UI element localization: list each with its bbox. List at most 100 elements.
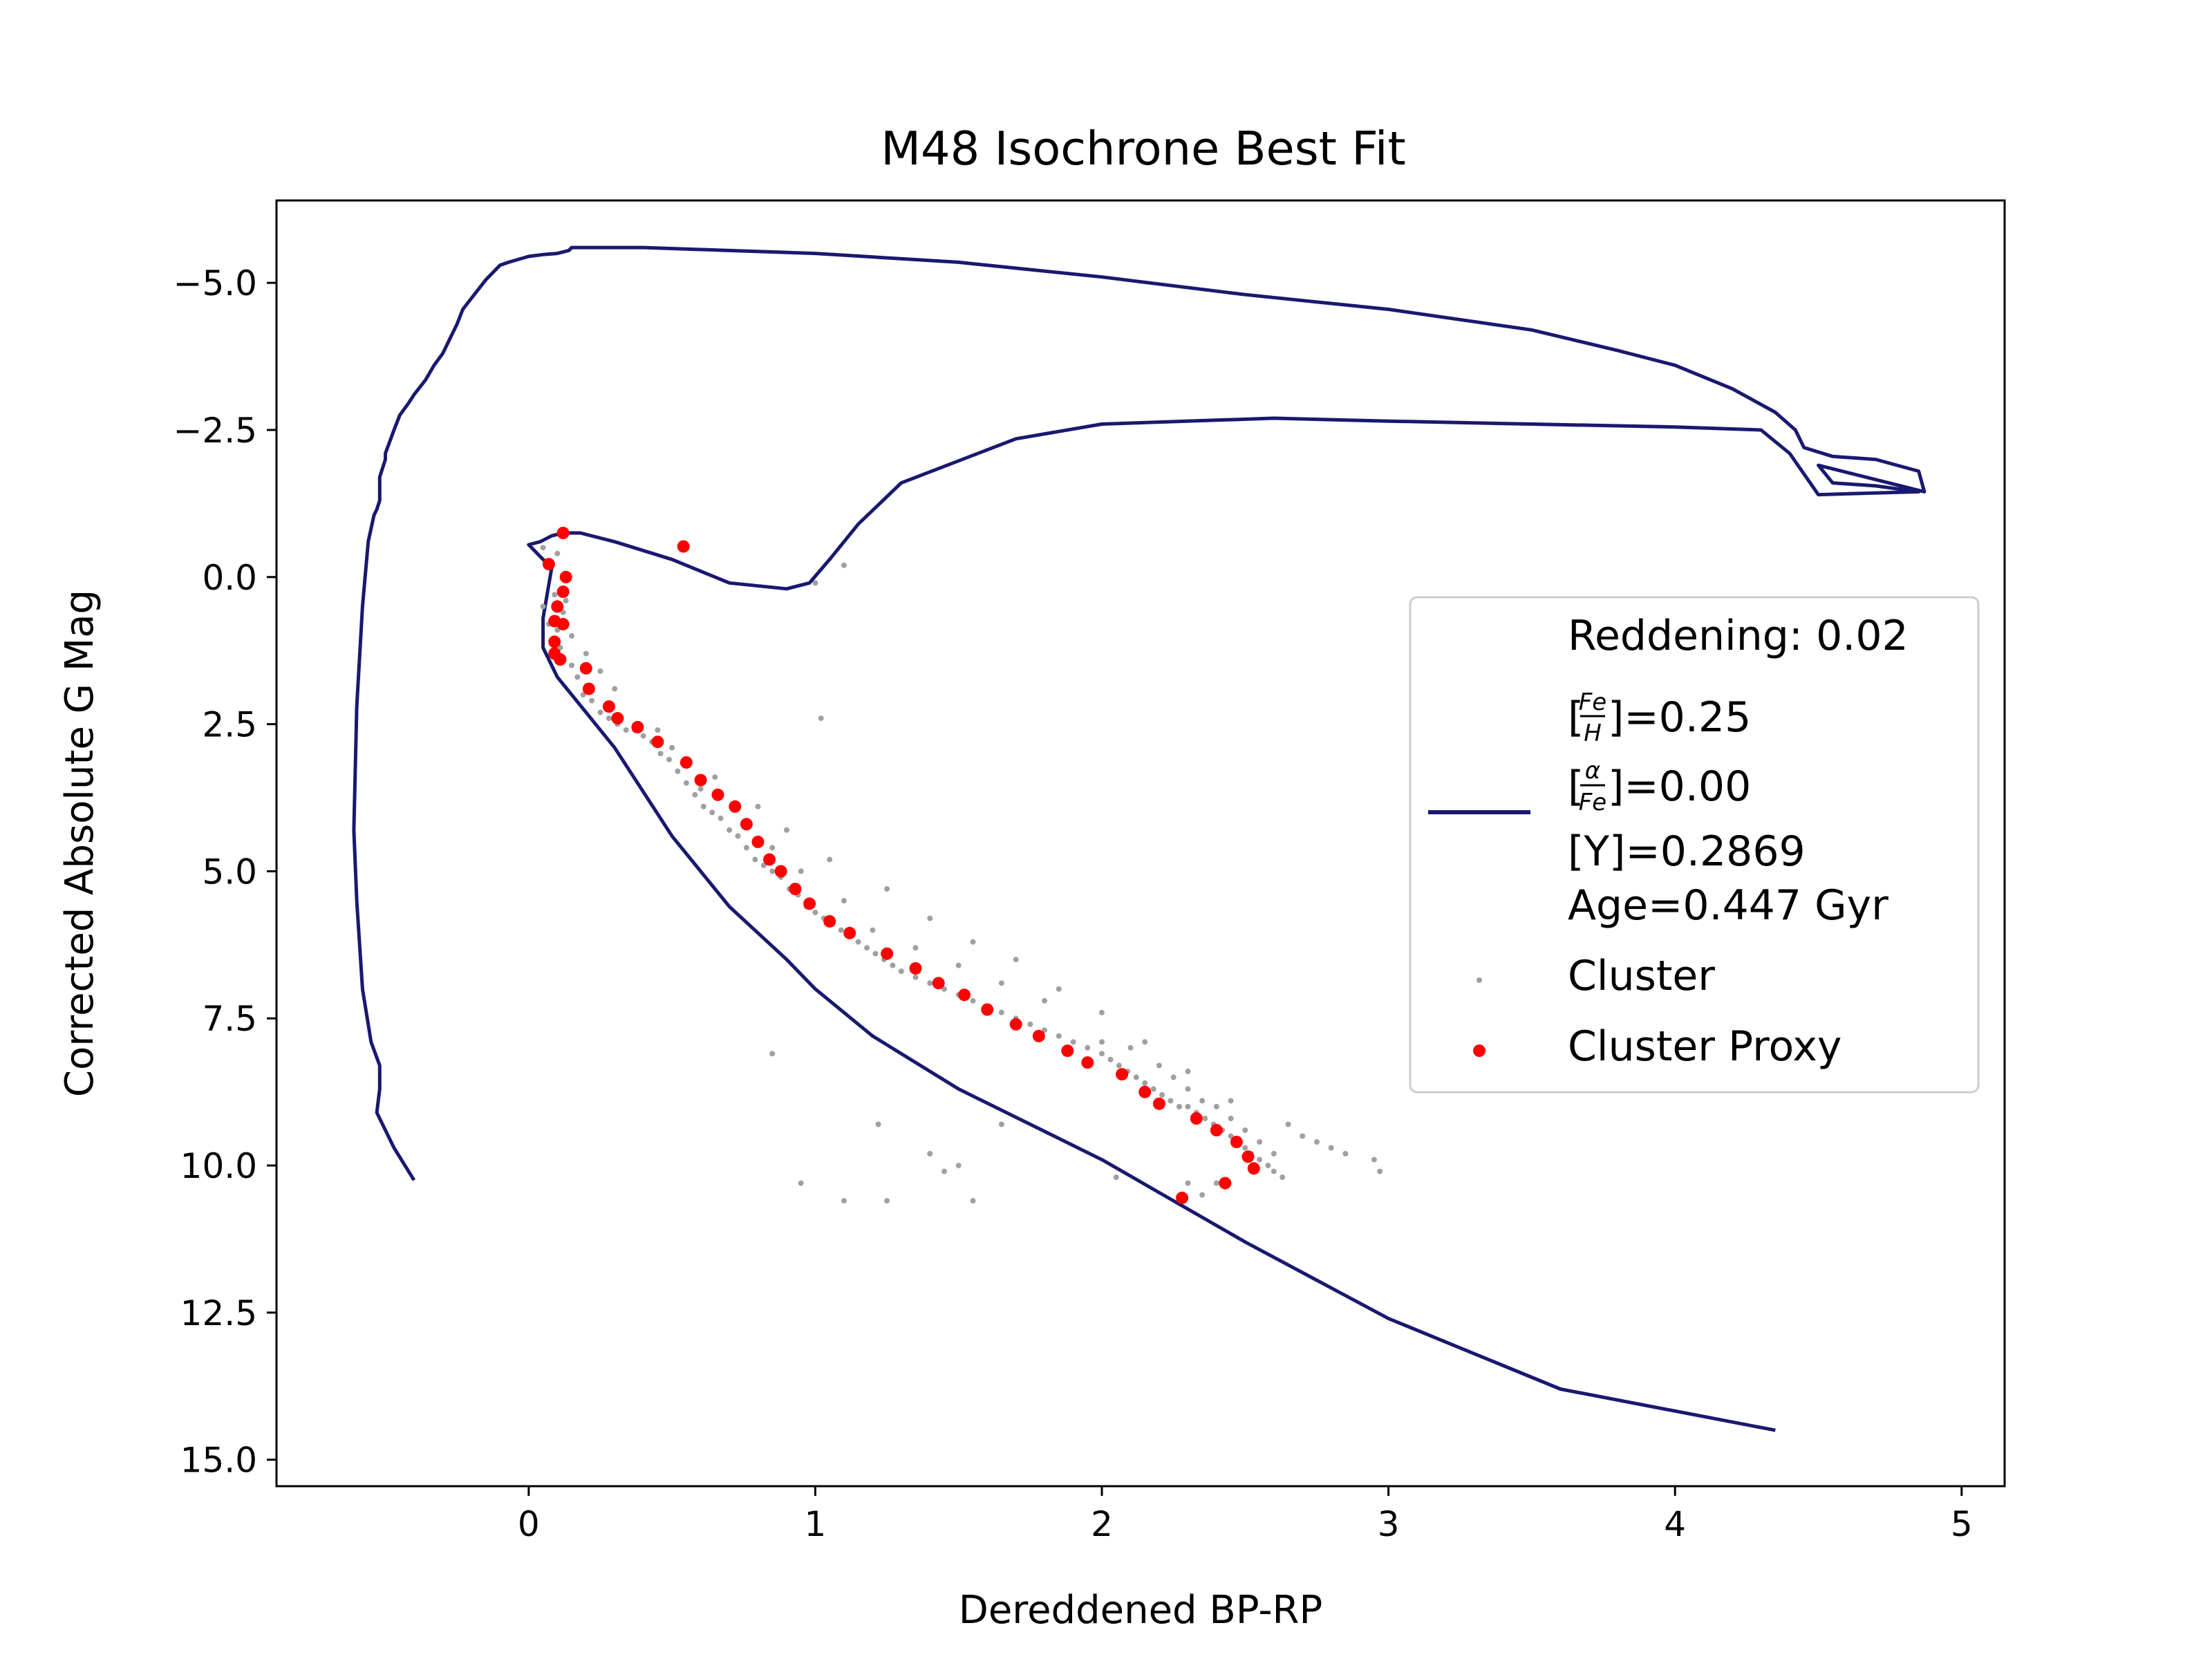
- cluster-point: [890, 962, 896, 968]
- legend-afe-bracket: [: [1568, 762, 1584, 811]
- cluster-point: [589, 697, 595, 704]
- cluster-proxy-point: [774, 865, 787, 878]
- cluster-proxy-point: [1190, 1112, 1203, 1125]
- cluster-point: [1185, 1180, 1191, 1186]
- cluster-point: [838, 927, 844, 933]
- cluster-point: [1257, 1156, 1263, 1163]
- cluster-proxy-point: [1230, 1136, 1243, 1148]
- cluster-point: [1280, 1174, 1286, 1181]
- cluster-point: [743, 845, 749, 851]
- cluster-point: [1213, 1180, 1219, 1186]
- cluster-proxy-point: [551, 600, 564, 613]
- cluster-point: [597, 709, 603, 715]
- cluster-point: [841, 562, 847, 568]
- cluster-point: [1271, 1168, 1277, 1174]
- cluster-proxy-point: [843, 926, 856, 939]
- cluster-point: [1116, 1062, 1122, 1069]
- cluster-proxy-point: [932, 977, 945, 990]
- cluster-proxy-point: [1116, 1068, 1129, 1081]
- cluster-point: [1085, 1044, 1091, 1051]
- cluster-point: [1185, 1068, 1191, 1074]
- cluster-proxy-point: [1210, 1124, 1223, 1136]
- cluster-point: [1185, 1103, 1191, 1109]
- cluster-point: [1285, 1121, 1291, 1127]
- legend-feh-bracket: [: [1568, 693, 1584, 742]
- cluster-proxy-point: [677, 540, 690, 553]
- cluster-point: [872, 950, 879, 957]
- cluster-proxy-point: [1081, 1056, 1094, 1069]
- cluster-proxy-point: [1176, 1191, 1189, 1204]
- x-tick-label: 5: [1951, 1504, 1973, 1544]
- cluster-point: [1156, 1062, 1162, 1069]
- cluster-point: [597, 668, 603, 674]
- cluster-point: [1314, 1139, 1320, 1145]
- cluster-point: [692, 791, 698, 798]
- cluster-point: [1056, 986, 1062, 992]
- cluster-proxy-point: [559, 570, 572, 583]
- cluster-point: [970, 997, 976, 1004]
- cluster-point: [623, 727, 629, 733]
- cluster-point: [1177, 1103, 1182, 1109]
- cluster-point: [580, 692, 586, 698]
- y-tick-label: −2.5: [174, 411, 257, 451]
- y-tick-label: 0.0: [202, 558, 257, 598]
- cluster-point: [569, 632, 574, 639]
- cluster-proxy-point: [631, 720, 644, 733]
- cluster-point: [1300, 1133, 1306, 1139]
- cluster-point: [1042, 1027, 1048, 1033]
- legend-age: Age=0.447 Gyr: [1568, 881, 1888, 930]
- cluster-point: [955, 962, 962, 968]
- x-axis: 0 1 2 3 4 5: [518, 1486, 1973, 1544]
- cluster-point: [1265, 1163, 1271, 1169]
- cluster-point: [1042, 997, 1048, 1004]
- cluster-point: [606, 715, 612, 722]
- legend: Reddening: 0.02 [ Fe H ]=0.25 [ α Fe ]=0…: [1409, 596, 1980, 1094]
- cluster-point: [1056, 1033, 1062, 1039]
- legend-afe-value: ]=0.00: [1608, 762, 1751, 811]
- cluster-point: [752, 856, 758, 863]
- cluster-point: [855, 939, 861, 945]
- legend-feh-value: ]=0.25: [1608, 693, 1751, 742]
- cluster-point: [709, 809, 715, 816]
- cluster-point: [1113, 1174, 1119, 1181]
- cluster-proxy-point: [729, 800, 742, 813]
- legend-afe-den: Fe: [1579, 789, 1606, 816]
- cluster-point: [563, 597, 569, 603]
- cluster-point: [1099, 1039, 1105, 1045]
- cluster-proxy-point: [1152, 1097, 1165, 1110]
- cluster-proxy-point: [711, 788, 724, 801]
- cluster-point: [1199, 1098, 1206, 1104]
- cluster-proxy-point: [556, 527, 570, 539]
- cluster-proxy-point: [579, 662, 592, 675]
- cluster-point: [970, 939, 976, 945]
- cluster-point: [898, 968, 904, 975]
- cluster-point: [864, 945, 870, 951]
- cluster-point: [1142, 1039, 1148, 1045]
- cluster-point: [1213, 1103, 1219, 1109]
- cluster-point: [552, 592, 558, 598]
- x-axis-label: Dereddened BP-RP: [959, 1588, 1323, 1633]
- x-tick-label: 0: [518, 1504, 540, 1544]
- cluster-point: [1199, 1192, 1206, 1198]
- cluster-proxy-point: [751, 835, 765, 848]
- cluster-point: [1377, 1168, 1383, 1174]
- cluster-point: [1127, 1044, 1134, 1051]
- cluster-point: [998, 980, 1004, 986]
- cluster-point: [927, 915, 933, 921]
- cluster-point: [884, 1198, 890, 1204]
- cluster-proxy-point: [958, 988, 971, 1002]
- cluster-proxy-point: [1241, 1150, 1255, 1163]
- cluster-proxy-point: [679, 756, 693, 769]
- cluster-proxy-point: [694, 774, 707, 787]
- cluster-point: [755, 803, 761, 809]
- legend-cluster-marker: [1477, 977, 1482, 983]
- cluster-proxy-point: [651, 735, 664, 749]
- cluster-point: [927, 1151, 933, 1156]
- cluster-point: [655, 727, 661, 733]
- y-tick-label: 10.0: [180, 1146, 257, 1186]
- cluster-point: [760, 862, 767, 868]
- cluster-point: [683, 780, 689, 786]
- cluster-proxy-point: [556, 617, 570, 630]
- y-tick-label: 2.5: [202, 705, 257, 745]
